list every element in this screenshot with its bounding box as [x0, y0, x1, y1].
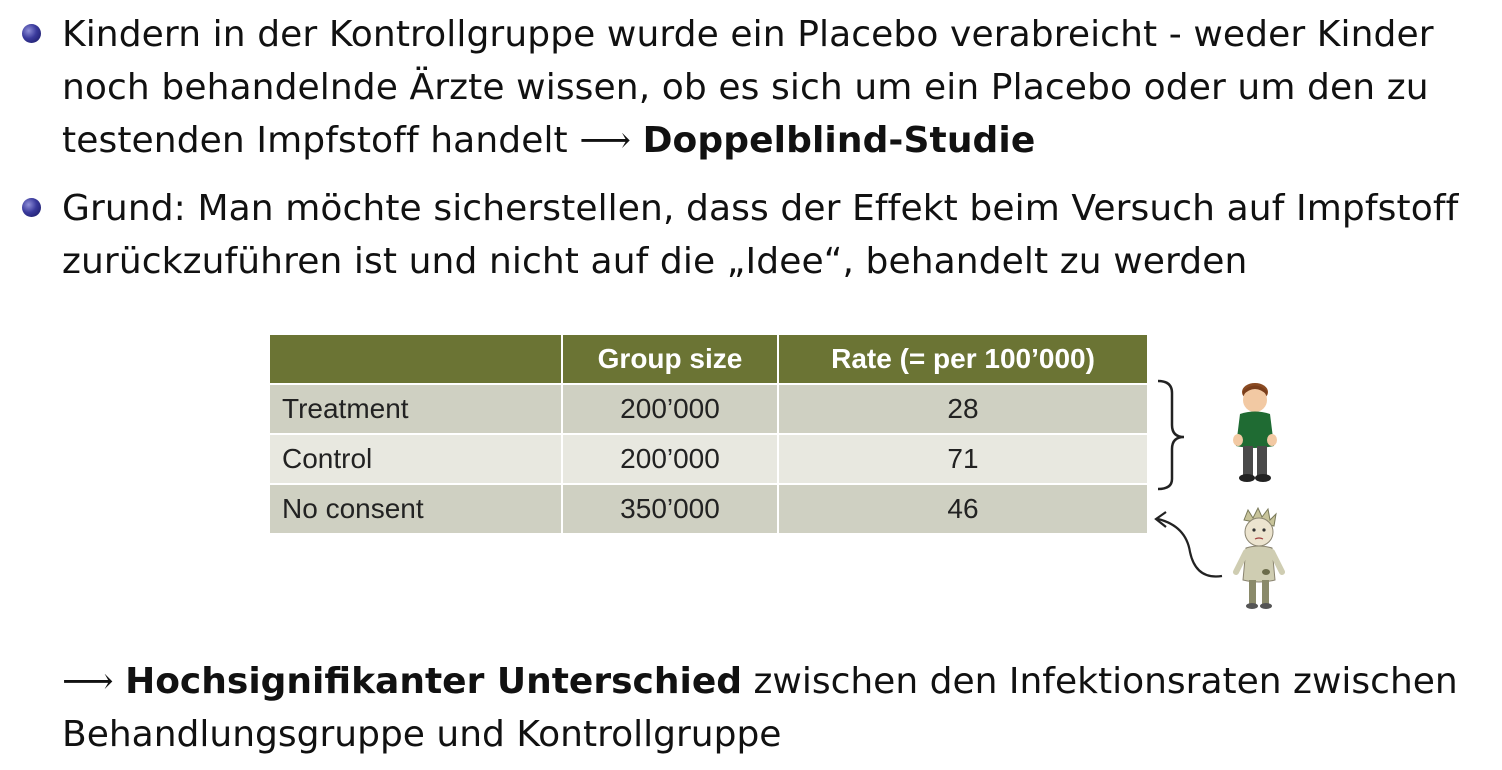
table-cell-group: No consent — [268, 483, 563, 535]
table-cell-group: Control — [268, 433, 563, 485]
conclusion-bold: Hochsignifikanter Unterschied — [125, 661, 743, 702]
long-arrow-icon: ⟶ — [579, 120, 632, 161]
bullet-1-text: Kindern in der Kontrollgruppe wurde ein … — [62, 14, 1434, 161]
healthy-boy-icon — [1233, 383, 1277, 482]
table-header-group-size: Group size — [561, 333, 779, 385]
sick-boy-icon — [1233, 506, 1285, 609]
table-cell-rate: 46 — [777, 483, 1149, 535]
table-cell-size: 350’000 — [561, 483, 779, 535]
conclusion-rest: zwischen den Infektionsraten zwischen Be… — [62, 661, 1458, 755]
table-row: Control 200’000 71 — [268, 433, 1149, 485]
bullet-dot-icon — [22, 198, 41, 217]
table-row: No consent 350’000 46 — [268, 483, 1149, 535]
bullet-1-bold: Doppelblind-Studie — [642, 120, 1036, 161]
bullet-item-2: Grund: Man möchte sicherstellen, dass de… — [22, 182, 1487, 288]
table-cell-size: 200’000 — [561, 433, 779, 485]
curved-arrow-icon — [1154, 511, 1223, 578]
table-cell-rate: 71 — [777, 433, 1149, 485]
bullet-item-1: Kindern in der Kontrollgruppe wurde ein … — [22, 8, 1487, 167]
long-arrow-icon: ⟶ — [62, 661, 114, 702]
bullet-2-text: Grund: Man möchte sicherstellen, dass de… — [62, 188, 1459, 282]
table-header-row: Group size Rate (= per 100’000) — [268, 333, 1149, 385]
bullet-dot-icon — [22, 24, 41, 43]
curly-brace-icon — [1157, 379, 1185, 491]
table-cell-group: Treatment — [268, 383, 563, 435]
table-header-empty — [268, 333, 563, 385]
conclusion-text: ⟶ Hochsignifikanter Unterschied zwischen… — [62, 655, 1487, 761]
table-row: Treatment 200’000 28 — [268, 383, 1149, 435]
table-cell-size: 200’000 — [561, 383, 779, 435]
results-table: Group size Rate (= per 100’000) Treatmen… — [268, 333, 1149, 535]
table-header-rate: Rate (= per 100’000) — [777, 333, 1149, 385]
table-cell-rate: 28 — [777, 383, 1149, 435]
